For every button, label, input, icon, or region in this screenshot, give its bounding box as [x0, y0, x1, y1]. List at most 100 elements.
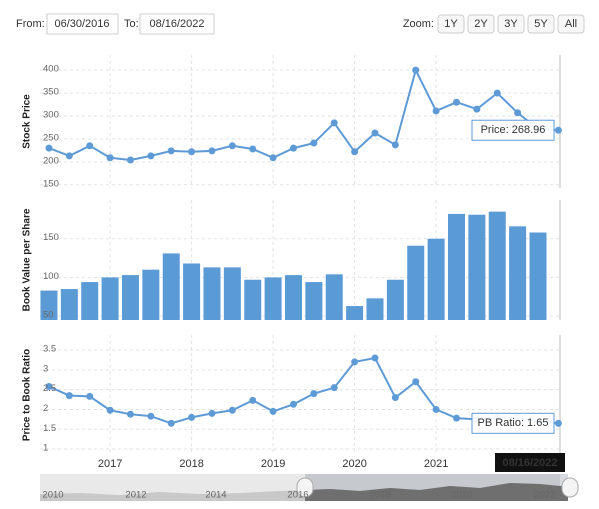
point	[452, 98, 460, 106]
from-input[interactable]	[46, 13, 119, 35]
from-label: From:	[16, 18, 45, 30]
bar	[244, 279, 262, 320]
point	[391, 394, 399, 402]
x-tick-label: 2019	[261, 458, 285, 470]
navigator-label: 2016	[287, 490, 308, 501]
zoom-button[interactable]	[467, 14, 495, 34]
bar	[183, 263, 201, 320]
point	[289, 144, 297, 152]
to-input[interactable]	[139, 13, 215, 35]
navigator-label: 2014	[205, 490, 226, 501]
y-axis-title: Stock Price	[22, 94, 33, 149]
point	[473, 105, 481, 113]
bar	[60, 289, 78, 320]
point	[330, 119, 338, 127]
y-axis-title: Book Value per Share	[22, 208, 33, 311]
zoom-button-label: All	[565, 18, 577, 30]
point	[412, 66, 420, 74]
point	[371, 129, 379, 137]
zoom-button[interactable]	[527, 14, 555, 34]
point	[432, 107, 440, 115]
navigator-handle[interactable]	[296, 477, 314, 498]
zoom-label: Zoom:	[403, 18, 434, 30]
navigator-handle[interactable]	[561, 477, 579, 498]
point	[228, 142, 236, 150]
bar	[142, 269, 160, 320]
zoom-button-label: 1Y	[444, 18, 458, 30]
navigator-label: 2012	[125, 490, 146, 501]
bar	[427, 238, 445, 320]
x-tick-label: 2018	[179, 458, 203, 470]
y-tick-label: 1.5	[43, 423, 56, 434]
y-tick-label: 1	[43, 443, 48, 454]
bar	[529, 232, 547, 320]
to-date: 08/16/2022	[149, 18, 204, 30]
point	[86, 392, 94, 400]
bar	[407, 245, 425, 320]
point	[106, 406, 114, 414]
point	[147, 412, 155, 420]
y-tick-label: 3.5	[43, 344, 56, 355]
bar	[325, 274, 343, 320]
tooltip	[471, 119, 555, 141]
tooltip	[471, 412, 555, 434]
point	[391, 141, 399, 149]
point	[554, 419, 562, 427]
y-tick-label: 100	[43, 271, 59, 282]
y-tick-label: 150	[43, 178, 59, 189]
point	[310, 390, 318, 398]
x-tick-label: 2021	[424, 458, 448, 470]
x-tick-label: 2020	[342, 458, 366, 470]
y-tick-label: 400	[43, 64, 59, 75]
point	[106, 154, 114, 162]
bar	[81, 282, 99, 320]
y-tick-label: 350	[43, 87, 59, 98]
point	[351, 148, 359, 156]
y-axis-title: Price to Book Ratio	[22, 349, 33, 441]
zoom-button[interactable]	[497, 14, 525, 34]
navigator-label: 2018	[369, 490, 390, 501]
point	[188, 148, 196, 156]
y-tick-label: 2.5	[43, 383, 56, 394]
bar	[488, 211, 506, 320]
point	[289, 400, 297, 408]
crosshair-label: 08/16/2022	[502, 457, 557, 469]
point	[86, 142, 94, 150]
navigator-label: 2022	[534, 490, 555, 501]
zoom-button-label: 3Y	[504, 18, 518, 30]
bar	[101, 277, 119, 320]
y-tick-label: 250	[43, 132, 59, 143]
point	[412, 378, 420, 386]
zoom-button[interactable]	[437, 14, 465, 34]
navigator-label: 2020	[451, 490, 472, 501]
y-tick-label: 150	[43, 232, 59, 243]
bar	[366, 298, 384, 320]
point	[330, 384, 338, 392]
point	[65, 392, 73, 400]
x-tick-label: 2017	[98, 458, 122, 470]
point	[371, 354, 379, 362]
point	[310, 139, 318, 147]
point	[208, 147, 216, 155]
point	[228, 406, 236, 414]
y-tick-label: 2	[43, 403, 48, 414]
y-tick-label: 50	[43, 310, 54, 321]
bar	[447, 213, 465, 320]
point	[208, 409, 216, 417]
bar	[223, 267, 241, 320]
zoom-button[interactable]	[557, 14, 585, 34]
bar	[162, 253, 180, 320]
zoom-button-label: 5Y	[534, 18, 548, 30]
tooltip-text: Price: 268.96	[481, 124, 546, 136]
from-date: 06/30/2016	[54, 18, 109, 30]
point	[351, 358, 359, 366]
point	[45, 382, 53, 390]
bar	[305, 282, 323, 320]
bar	[346, 306, 364, 320]
point	[452, 414, 460, 422]
point	[126, 156, 134, 164]
point	[432, 405, 440, 413]
navigator-selected-area	[305, 483, 568, 501]
point	[65, 152, 73, 160]
